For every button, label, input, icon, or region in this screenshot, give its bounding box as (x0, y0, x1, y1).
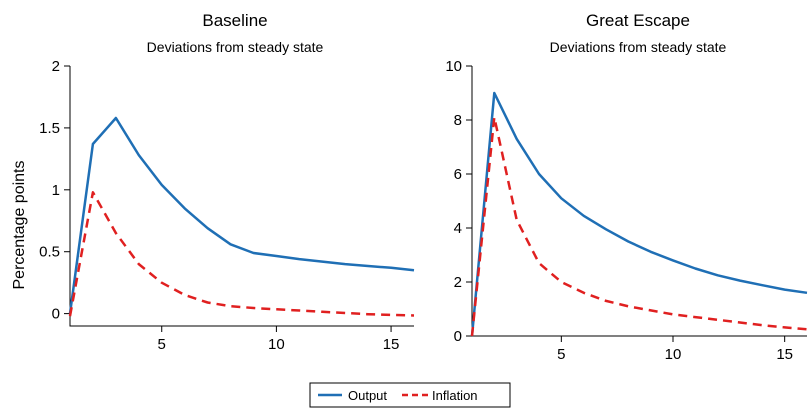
y-tick-label: 2 (454, 274, 462, 291)
x-tick-label: 10 (665, 346, 682, 363)
y-tick-label: 8 (454, 112, 462, 129)
y-tick-label: 1 (52, 182, 60, 199)
axes-frame (471, 66, 807, 337)
x-tick-label: 5 (158, 336, 166, 353)
x-tick-label: 5 (557, 346, 565, 363)
legend: Output Inflation (309, 382, 511, 408)
legend-label-output: Output (348, 388, 387, 403)
y-tick-label: 0 (52, 306, 60, 323)
y-tick-label: 2 (52, 58, 60, 75)
y-tick-label: 0.5 (39, 244, 60, 261)
y-tick-label: 4 (454, 220, 462, 237)
x-tick-label: 10 (268, 336, 285, 353)
axes-frame (69, 66, 414, 327)
panel-subtitle: Deviations from steady state (550, 39, 727, 55)
panel-title: Baseline (202, 11, 267, 30)
series-line-inflation (470, 116, 808, 337)
legend-box (309, 382, 511, 408)
series-line-output (68, 116, 415, 314)
series-line-inflation (68, 191, 415, 317)
y-tick-label: 0 (454, 328, 462, 345)
y-tick-label: 1.5 (39, 120, 60, 137)
panel-title: Great Escape (586, 11, 690, 30)
panel-baseline: Baseline Deviations from steady state 0 0… (39, 11, 415, 353)
x-tick-label: 15 (776, 346, 793, 363)
panel-great-escape: Great Escape Deviations from steady stat… (445, 11, 808, 363)
panel-subtitle: Deviations from steady state (147, 39, 324, 55)
y-tick-label: 10 (445, 58, 462, 75)
y-tick-label: 6 (454, 166, 462, 183)
legend-label-inflation: Inflation (432, 388, 478, 403)
y-axis-label: Percentage points (11, 161, 28, 290)
x-tick-label: 15 (383, 336, 400, 353)
series-line-output (470, 91, 808, 337)
